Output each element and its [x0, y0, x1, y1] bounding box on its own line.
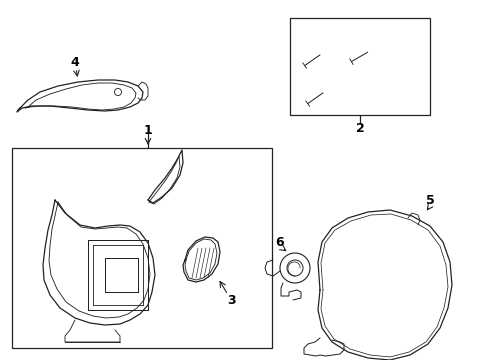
- Bar: [12, 148, 271, 348]
- Bar: [289, 18, 429, 115]
- Text: 6: 6: [275, 235, 284, 248]
- Text: 4: 4: [70, 55, 79, 68]
- Text: 3: 3: [227, 293, 236, 306]
- Text: 1: 1: [143, 123, 152, 136]
- Text: 2: 2: [355, 122, 364, 135]
- Text: 5: 5: [425, 194, 433, 207]
